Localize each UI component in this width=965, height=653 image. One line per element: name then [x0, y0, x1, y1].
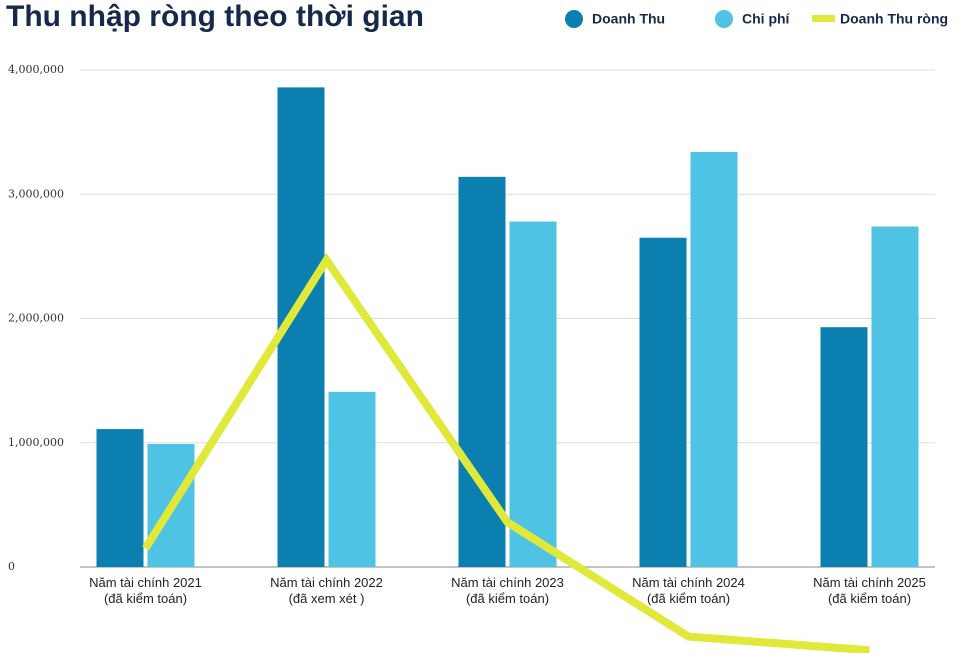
x-tick-label: Năm tài chính 2024 (đã kiểm toán): [632, 575, 745, 606]
x-tick-label: Năm tài chính 2021 (đã kiểm toán): [89, 575, 202, 606]
bar: [96, 429, 144, 567]
legend-label: Doanh Thu ròng: [840, 11, 948, 27]
y-tick-label: 1,000,000: [8, 436, 64, 449]
legend-marker: [715, 10, 733, 28]
x-tick-label: Năm tài chính 2025 (đã kiểm toán): [813, 575, 926, 606]
y-tick-label: 2,000,000: [8, 312, 64, 325]
legend-marker: [565, 10, 583, 28]
bar: [639, 237, 687, 568]
legend-label: Chi phí: [742, 11, 791, 27]
bar: [820, 327, 868, 567]
legend-marker: [812, 15, 835, 22]
bar: [509, 221, 557, 567]
x-tick-label: Năm tài chính 2022 (đã xem xét ): [270, 575, 383, 606]
chart-title: Thu nhập ròng theo thời gian: [6, 0, 424, 33]
y-tick-label: 0: [8, 560, 15, 573]
legend-label: Doanh Thu: [592, 11, 665, 27]
bar: [328, 391, 376, 567]
y-tick-label: 3,000,000: [8, 187, 64, 200]
x-tick-label: Năm tài chính 2023 (đã kiểm toán): [451, 575, 564, 606]
bar: [871, 226, 919, 567]
y-tick-label: 4,000,000: [8, 63, 64, 76]
bar: [690, 152, 738, 567]
line-series: [142, 252, 870, 653]
